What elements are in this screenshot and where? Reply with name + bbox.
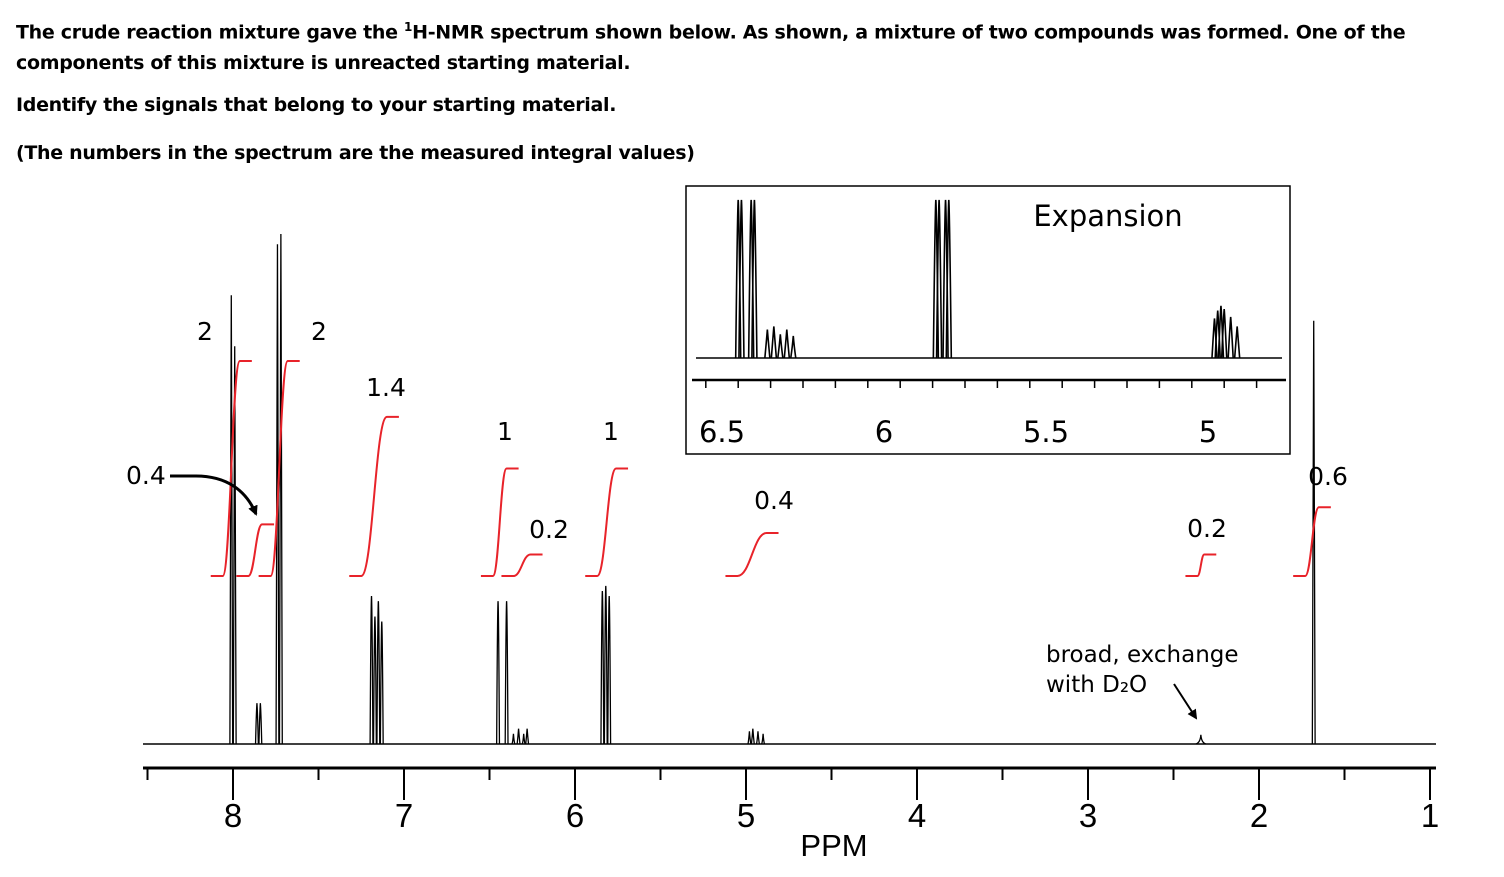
spectrum-peak [504, 601, 509, 745]
inset-peak [738, 199, 745, 359]
integral-label: 0.6 [1308, 462, 1348, 491]
inset-peak [1227, 316, 1234, 359]
inset-spectrum-trace [696, 199, 1282, 359]
integral-label: 1.4 [366, 373, 406, 402]
integral-curve [349, 415, 399, 577]
spectrum-peak [600, 590, 605, 745]
main-x-axis: 8 7 6 5 4 3 2 1 [143, 766, 1439, 834]
x-tick-label: 2 [1250, 797, 1268, 834]
spectrum-peak [761, 733, 766, 745]
integral-curve [236, 523, 275, 577]
integral-label: 0.2 [529, 515, 569, 544]
inset-peak [783, 329, 791, 359]
spectrum-peak [376, 601, 381, 745]
spectrum-peak [525, 728, 530, 745]
integral-curve [480, 467, 519, 577]
question-instruction: Identify the signals that belong to your… [16, 94, 617, 116]
annotations: broad, exchange with D₂O 0.4 [126, 461, 1239, 720]
spectrum-peak [603, 585, 608, 745]
broad-note-line1: broad, exchange [1046, 642, 1239, 668]
integral-label: 2 [311, 317, 327, 346]
x-tick-label: 5 [737, 797, 755, 834]
integral-curve [1185, 553, 1217, 577]
integral-curve [258, 360, 300, 577]
spectrum-peak [750, 728, 755, 745]
inset-peak [777, 334, 784, 359]
spectrum-peak [254, 703, 259, 745]
inset-peak [1233, 326, 1241, 359]
spectrum-peak [755, 731, 761, 745]
spectrum-peak [607, 596, 612, 745]
integral-curve [210, 360, 252, 577]
broad-note-arrow [1173, 683, 1198, 720]
arrow-integral-label: 0.4 [126, 461, 166, 490]
inset-peak [770, 326, 778, 359]
x-tick-label: 1 [1421, 797, 1439, 834]
x-axis-label: PPM [800, 828, 867, 863]
question-intro-after: H-NMR spectrum shown below. As shown, a … [16, 21, 1406, 75]
spectrum-peak [1195, 734, 1207, 745]
integral-arrow [170, 474, 258, 516]
integral-label: 0.4 [754, 486, 794, 515]
spectrum-peak [258, 703, 263, 745]
integral-label: 2 [197, 317, 213, 346]
integral-label: 1 [497, 417, 513, 446]
spectrum-peak [232, 346, 237, 745]
spectrum-peak [369, 596, 374, 745]
inset-title: Expansion [1033, 199, 1182, 233]
spectrum-peak [511, 733, 516, 745]
inset-x-axis: 6.5 6 5.5 5 [692, 378, 1286, 449]
inset-peak [945, 199, 953, 359]
inset-tick-label: 5.5 [1023, 415, 1069, 449]
x-tick-label: 7 [395, 797, 413, 834]
x-tick-label: 3 [1079, 797, 1097, 834]
spectrum-peak [278, 233, 283, 745]
inset-tick-label: 6 [875, 415, 893, 449]
integral-curves: 2 2 1.4 1 0.2 1 0.4 0.2 0.6 [197, 317, 1348, 577]
spectrum-peak [379, 621, 384, 745]
inset-peak [789, 335, 797, 359]
inset-peak [764, 329, 771, 359]
spectrum-peak [229, 295, 234, 745]
question-intro: The crude reaction mixture gave the 1H-N… [16, 12, 1476, 79]
x-tick-label: 4 [908, 797, 926, 834]
inset-peak [935, 199, 943, 359]
integral-curve [725, 532, 779, 577]
inset-tick-label: 5 [1199, 415, 1217, 449]
integral-curve [585, 467, 629, 577]
spectrum-peak [516, 728, 521, 745]
spectrum-peak [521, 733, 526, 745]
question-intro-before: The crude reaction mixture gave the [16, 21, 405, 44]
spectrum-peak [372, 616, 377, 745]
x-tick-label: 8 [224, 797, 242, 834]
x-tick-label: 6 [566, 797, 584, 834]
integral-curve [501, 553, 543, 577]
integral-label: 0.2 [1187, 514, 1227, 543]
spectrum-peak [496, 601, 501, 745]
question-superscript: 1 [404, 20, 413, 34]
question-note: (The numbers in the spectrum are the mea… [16, 142, 695, 164]
inset-peak [1220, 308, 1228, 359]
inset-tick-label: 6.5 [699, 415, 745, 449]
expansion-inset: Expansion 6.5 6 5.5 5 [685, 185, 1291, 455]
inset-peak [751, 199, 758, 359]
integral-label: 1 [603, 417, 619, 446]
integral-curve [1293, 506, 1331, 577]
spectrum-peak [747, 731, 752, 745]
broad-note-line2: with D₂O [1046, 672, 1147, 698]
